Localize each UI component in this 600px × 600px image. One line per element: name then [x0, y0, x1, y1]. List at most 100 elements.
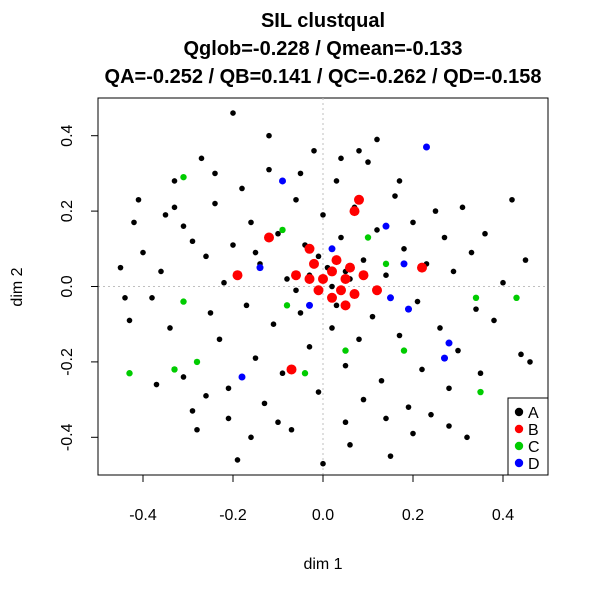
point-a [171, 204, 178, 211]
point-a [342, 419, 349, 426]
point-a [347, 442, 353, 448]
point-a [131, 219, 137, 226]
point-a [320, 460, 326, 467]
legend-label-d: D [528, 456, 540, 473]
point-b [318, 273, 328, 284]
point-d [387, 294, 394, 302]
point-a [122, 295, 128, 301]
point-a [477, 370, 484, 377]
point-d [405, 305, 412, 313]
point-c [283, 302, 291, 309]
point-d [328, 245, 336, 253]
point-a [482, 230, 488, 237]
point-b [304, 243, 315, 254]
point-b [372, 285, 382, 296]
point-b [313, 285, 324, 296]
point-a [342, 362, 349, 369]
y-tick-label: 0.4 [59, 124, 76, 146]
point-a [522, 257, 529, 263]
y-tick-label: 0.2 [59, 200, 76, 222]
legend-marker-d [514, 458, 524, 468]
point-a [162, 212, 169, 218]
point-a [167, 325, 173, 331]
point-a [261, 400, 268, 407]
point-a [374, 227, 380, 233]
point-c [180, 173, 187, 181]
point-a [297, 310, 304, 316]
point-b [340, 300, 351, 311]
point-d [238, 373, 246, 381]
point-a [212, 200, 218, 207]
point-a [383, 415, 389, 422]
point-a [459, 204, 466, 211]
point-b [417, 262, 427, 273]
x-tick-label: -0.2 [219, 507, 247, 524]
point-c [171, 366, 178, 373]
point-a [414, 298, 421, 305]
point-a [450, 268, 457, 275]
point-a [252, 355, 259, 361]
point-a [158, 268, 164, 275]
point-a [441, 234, 448, 241]
point-a [378, 377, 385, 384]
point-a [293, 196, 299, 203]
point-a [140, 249, 146, 256]
point-b [232, 270, 243, 281]
point-a [248, 219, 254, 226]
point-a [275, 230, 281, 237]
point-a [455, 347, 461, 354]
y-tick-label: -0.2 [59, 348, 76, 376]
point-a [356, 336, 362, 343]
point-a [473, 306, 479, 312]
point-a [149, 295, 155, 301]
point-a [509, 196, 515, 203]
point-b [304, 273, 315, 284]
point-a [401, 246, 407, 252]
point-a [135, 196, 142, 203]
point-c [382, 260, 390, 268]
point-c [513, 294, 520, 302]
point-d [306, 301, 313, 309]
point-a [266, 166, 272, 173]
point-a [315, 389, 322, 395]
point-a [338, 155, 344, 162]
point-a [266, 132, 272, 139]
point-a [518, 351, 524, 358]
x-tick-label: 0.4 [492, 507, 514, 524]
y-tick-label: -0.4 [59, 423, 76, 451]
point-a [329, 283, 335, 290]
point-d [445, 339, 453, 347]
point-a [126, 317, 133, 324]
point-a [333, 302, 340, 309]
point-a [203, 253, 209, 260]
point-d [400, 260, 408, 268]
point-c [400, 347, 408, 354]
point-a [275, 419, 281, 426]
point-a [338, 234, 344, 241]
point-b [264, 232, 274, 243]
point-a [527, 359, 533, 365]
point-a [396, 178, 403, 184]
point-a [491, 317, 497, 324]
point-a [333, 178, 340, 184]
point-b [349, 289, 360, 300]
point-a [383, 272, 389, 278]
point-a [410, 430, 416, 437]
point-a [297, 170, 304, 177]
y-axis-label: dim 2 [9, 267, 26, 306]
point-a [500, 279, 506, 286]
legend-marker-a [514, 407, 524, 417]
point-a [293, 287, 299, 294]
point-a [198, 155, 205, 162]
x-tick-label: 0.0 [312, 507, 334, 524]
point-a [369, 313, 376, 320]
point-c [301, 370, 309, 377]
point-a [230, 242, 236, 248]
point-a [279, 370, 286, 377]
point-a [243, 302, 250, 309]
point-d [441, 354, 448, 362]
point-b [327, 292, 337, 303]
point-a [387, 453, 394, 459]
point-a [234, 457, 241, 463]
point-a [446, 385, 452, 392]
